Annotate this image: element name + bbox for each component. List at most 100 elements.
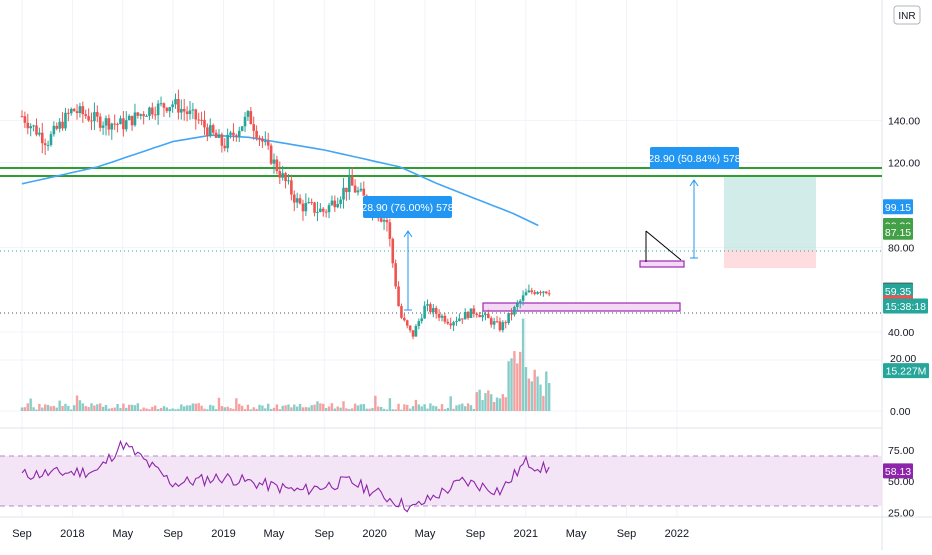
volume-scale-ticks: 20.00 0.00 15.227M [883, 353, 929, 418]
moving-average-line[interactable] [21, 134, 539, 227]
time-axis-label: Sep [12, 528, 32, 540]
volume-bar [278, 409, 281, 411]
candle [168, 106, 172, 118]
position-stop-zone[interactable] [724, 250, 816, 268]
volume-bar [107, 408, 111, 411]
volume-bar [269, 408, 273, 411]
candle [145, 114, 148, 117]
volume-bar [267, 403, 270, 411]
consolidation-rectangle[interactable] [639, 260, 685, 268]
rsi-scale-ticks: 75.00 50.00 25.00 58.13 [883, 445, 914, 519]
candle [510, 308, 513, 321]
price-scale-area[interactable] [882, 0, 932, 550]
volume-bar [281, 405, 284, 411]
measure-arrow-right[interactable] [689, 179, 699, 259]
candle [72, 107, 76, 112]
candle [84, 109, 88, 119]
volume-bar [272, 407, 276, 411]
time-axis[interactable]: Sep 2018 May Sep 2019 May Sep 2020 May Sep 2021 May… [12, 528, 689, 540]
support-zone-rectangle[interactable] [482, 302, 681, 312]
candle [249, 107, 253, 125]
volume-bar [142, 407, 145, 411]
rsi-line[interactable] [21, 439, 550, 513]
candle [353, 179, 357, 194]
volume-bar [290, 407, 293, 411]
volume-bar [516, 363, 519, 411]
volume-bar [301, 407, 305, 411]
candle [64, 107, 67, 131]
rsi-tick-label: 25.00 [888, 507, 914, 519]
trendline-descending[interactable] [645, 230, 682, 261]
volume-bar [206, 409, 209, 411]
volume-series[interactable] [20, 318, 551, 411]
volume-bar [377, 406, 380, 411]
candle [275, 155, 279, 175]
candle [342, 177, 345, 209]
measure-label-right[interactable]: 28.90 (50.84%) 578 [648, 147, 741, 169]
candle [81, 101, 85, 123]
volume-bar [43, 404, 47, 411]
candlestick-series[interactable] [20, 89, 551, 340]
candle [536, 291, 539, 295]
volume-bar [20, 407, 24, 411]
measure-label-left-text: 28.90 (76.00%) 578 [361, 202, 453, 214]
candle [481, 310, 484, 322]
volume-bar [504, 397, 507, 411]
candle [492, 317, 496, 330]
volume-bar [417, 404, 421, 411]
volume-bar [78, 400, 82, 411]
candle [156, 100, 160, 125]
volume-bar [545, 371, 548, 411]
measure-arrow-left[interactable] [403, 230, 413, 311]
candle [504, 320, 508, 329]
candle [214, 129, 218, 139]
volume-bar [58, 400, 61, 411]
price-tick-label: 140.00 [888, 115, 920, 127]
volume-bar [527, 378, 531, 411]
candle [455, 316, 458, 326]
price-scale-ticks: 140.00 120.00 80.00 40.00 [888, 115, 920, 339]
candle [478, 312, 481, 318]
measure-label-left[interactable]: 28.90 (76.00%) 578 [361, 196, 454, 218]
price-tick-label: 40.00 [888, 327, 914, 339]
volume-bar [319, 403, 322, 411]
candle [458, 313, 461, 322]
candle [35, 118, 38, 137]
volume-bar [533, 369, 536, 411]
position-target-zone[interactable] [724, 177, 816, 250]
volume-bar [243, 409, 247, 411]
candle [58, 118, 61, 133]
volume-bar [90, 403, 93, 411]
countdown-badge: 15:38:18 [883, 298, 928, 314]
candle [55, 122, 59, 131]
candle [23, 111, 27, 129]
candle [489, 316, 493, 328]
candle [327, 202, 331, 219]
volume-bar [211, 405, 215, 411]
candle [403, 313, 406, 322]
candle [466, 310, 470, 320]
price-badge: 99.15 [883, 199, 913, 215]
candle [460, 318, 464, 324]
volume-bar [183, 406, 186, 411]
volume-bar [345, 408, 348, 411]
candle [232, 123, 235, 142]
candle [414, 324, 418, 337]
candle [426, 299, 429, 312]
candle [75, 104, 79, 120]
candle [133, 103, 137, 127]
currency-button[interactable]: INR [893, 5, 921, 25]
candle [397, 281, 400, 307]
volume-bar [55, 407, 58, 411]
volume-bar [304, 407, 308, 411]
candle [391, 237, 395, 268]
candle [295, 192, 299, 208]
candle [359, 182, 363, 193]
volume-bar [159, 407, 163, 411]
time-axis-label: May [112, 528, 133, 540]
volume-bar [374, 395, 377, 411]
volume-bar [510, 358, 513, 411]
volume-bar [197, 403, 200, 411]
candle [101, 121, 105, 135]
